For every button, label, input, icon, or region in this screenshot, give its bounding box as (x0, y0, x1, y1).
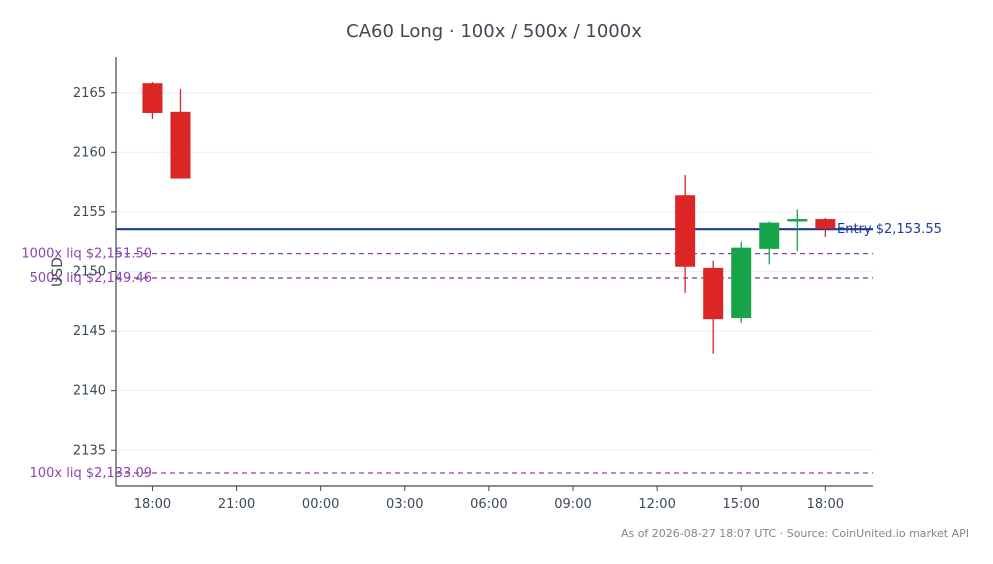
y-axis-label: USD (50, 257, 66, 287)
x-tick-label: 21:00 (218, 497, 255, 512)
candle-body (675, 195, 696, 267)
x-tick-label: 06:00 (470, 497, 507, 512)
y-tick-label: 2140 (73, 384, 106, 399)
candle-body (170, 111, 191, 179)
y-tick-label: 2135 (73, 443, 106, 458)
y-tick-label: 2160 (73, 145, 106, 160)
x-tick-label: 15:00 (722, 497, 759, 512)
reference-lines: Entry $2,153.55 1000x liq $2,151.50 500x l… (21, 222, 942, 481)
candle-body (787, 219, 808, 222)
x-tick-label: 18:00 (807, 497, 844, 512)
entry-label: Entry $2,153.55 (837, 222, 942, 237)
grid-layer (116, 92, 873, 451)
chart-title: CA60 Long · 100x / 500x / 1000x (346, 21, 642, 42)
x-tick-label: 12:00 (638, 497, 675, 512)
y-tick-label: 2145 (73, 324, 106, 339)
axes: 2135 2140 2145 2150 2155 2160 2165 18:00 21:00 00… (73, 57, 873, 512)
x-tick-label: 00:00 (302, 497, 339, 512)
candle-body (815, 219, 836, 229)
candle-body (759, 222, 780, 249)
y-tick-label: 2165 (73, 86, 106, 101)
candle-body (142, 83, 163, 114)
x-tick-label: 09:00 (554, 497, 591, 512)
candles (142, 82, 836, 354)
candle-body (731, 247, 752, 318)
liq-500x-label: 500x liq $2,149.46 (30, 271, 152, 286)
chart-footer: As of 2026-08-27 18:07 UTC · Source: Coi… (621, 527, 969, 540)
y-tick-label: 2150 (73, 265, 106, 280)
liq-1000x-label: 1000x liq $2,151.50 (21, 247, 152, 262)
y-tick-label: 2155 (73, 205, 106, 220)
x-tick-label: 18:00 (134, 497, 171, 512)
liq-100x-label: 100x liq $2,133.09 (30, 466, 152, 481)
candle-body (703, 267, 724, 320)
x-tick-label: 03:00 (386, 497, 423, 512)
